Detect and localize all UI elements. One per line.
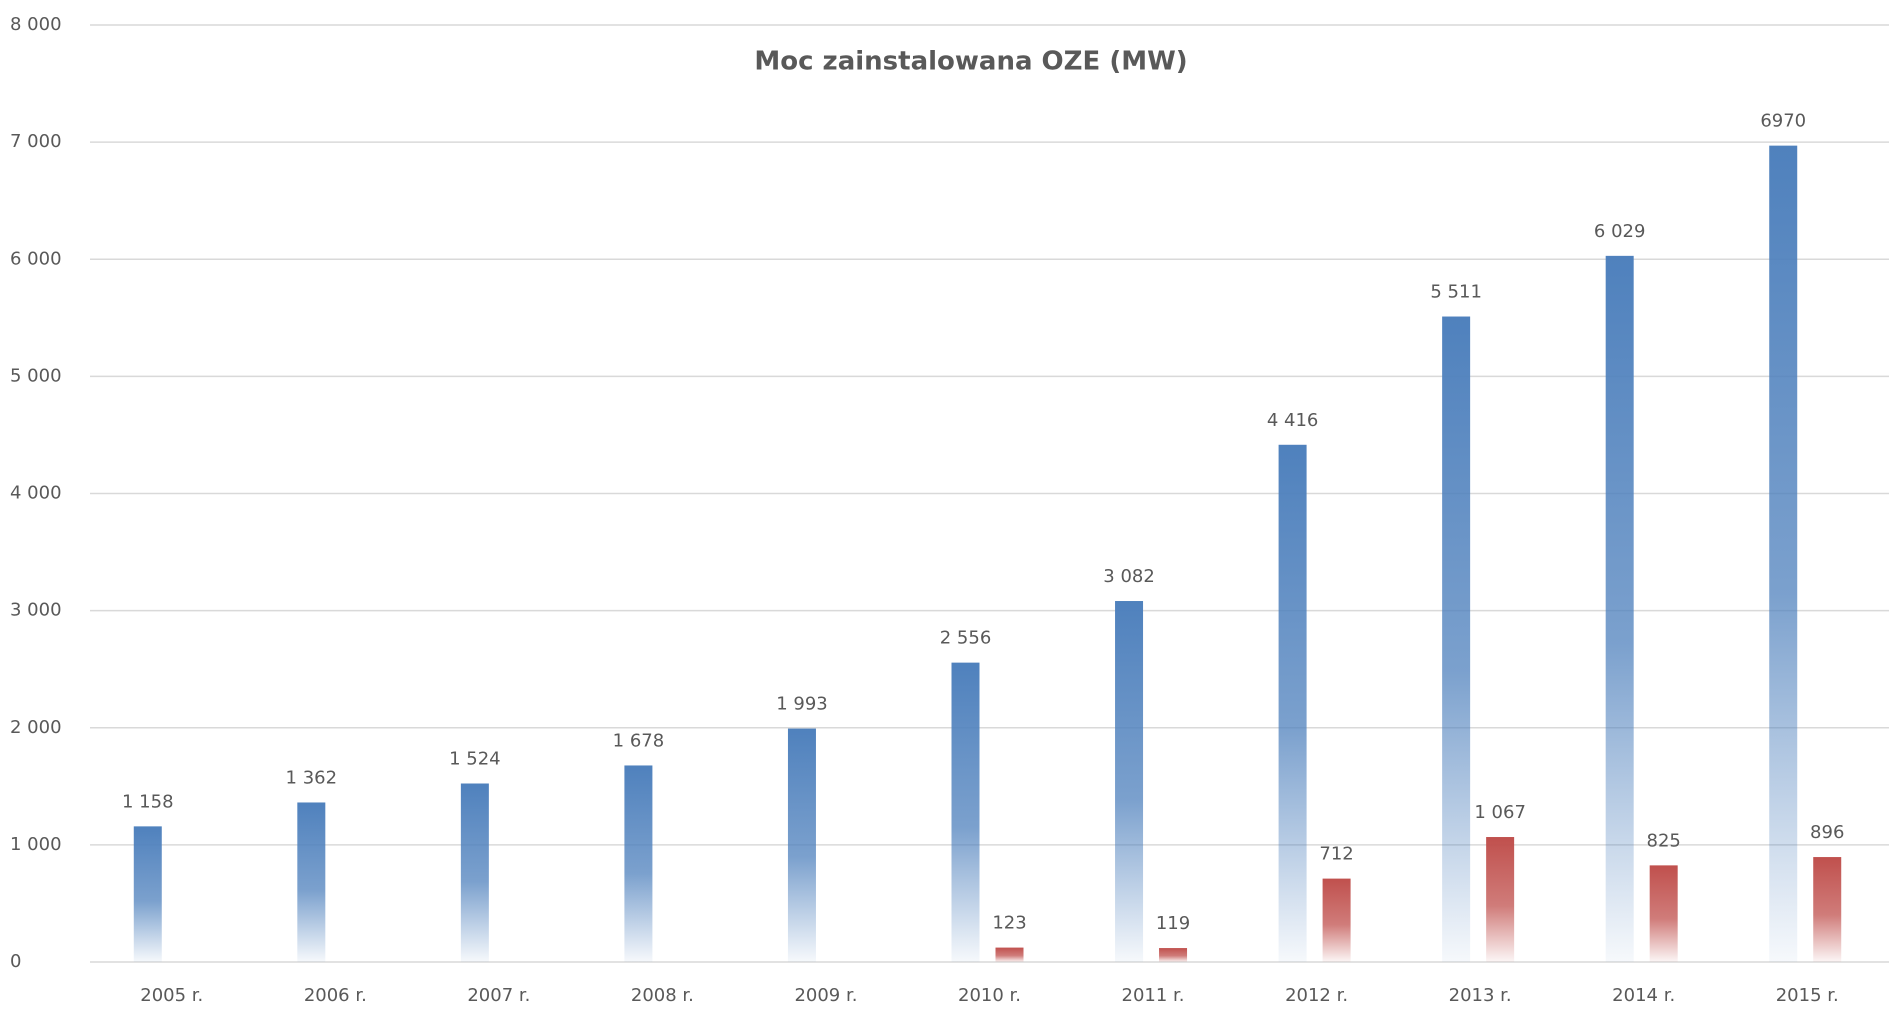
- bar: [1278, 444, 1307, 962]
- y-tick-label: 3 000: [10, 600, 62, 621]
- bar: [1605, 255, 1634, 962]
- bar: [1769, 145, 1798, 963]
- x-tick-label: 2015 r.: [1776, 985, 1839, 1006]
- y-tick-label: 4 000: [10, 483, 62, 504]
- bar: [624, 765, 653, 962]
- bar: [460, 783, 489, 962]
- data-label: 1 993: [776, 694, 828, 715]
- data-label: 1 067: [1474, 802, 1526, 823]
- data-label: 1 158: [122, 791, 174, 812]
- x-tick-label: 2008 r.: [631, 985, 694, 1006]
- bar: [297, 802, 326, 962]
- bar: [1159, 948, 1188, 962]
- data-label: 3 082: [1103, 566, 1155, 587]
- x-tick-label: 2013 r.: [1449, 985, 1512, 1006]
- data-label: 119: [1156, 913, 1190, 934]
- data-label: 825: [1647, 830, 1681, 851]
- x-tick-label: 2010 r.: [958, 985, 1021, 1006]
- x-tick-label: 2005 r.: [140, 985, 203, 1006]
- y-tick-label: 5 000: [10, 365, 62, 386]
- x-tick-label: 2014 r.: [1612, 985, 1675, 1006]
- y-tick-label: 8 000: [10, 14, 62, 35]
- x-tick-label: 2011 r.: [1122, 985, 1185, 1006]
- data-label: 2 556: [940, 628, 992, 649]
- bar: [1322, 878, 1351, 962]
- y-tick-label: 7 000: [10, 131, 62, 152]
- x-tick-label: 2006 r.: [304, 985, 367, 1006]
- data-label: 5 511: [1430, 282, 1482, 303]
- y-tick-label: 1 000: [10, 834, 62, 855]
- data-label: 1 524: [449, 749, 501, 770]
- bar: [787, 728, 816, 962]
- bar: [1813, 857, 1842, 962]
- x-tick-label: 2012 r.: [1285, 985, 1348, 1006]
- bar: [1442, 316, 1471, 962]
- data-label: 1 362: [286, 767, 338, 788]
- data-label: 896: [1810, 822, 1844, 843]
- data-label: 712: [1319, 844, 1353, 865]
- data-label: 123: [992, 913, 1026, 934]
- y-tick-label: 6 000: [10, 248, 62, 269]
- bar: [1115, 601, 1144, 962]
- data-label: 6 029: [1594, 221, 1646, 242]
- y-tick-label: 0: [10, 951, 21, 972]
- y-tick-label: 2 000: [10, 717, 62, 738]
- data-label: 1 678: [613, 730, 665, 751]
- x-tick-label: 2009 r.: [794, 985, 857, 1006]
- bar: [1486, 837, 1515, 962]
- bar: [951, 662, 980, 962]
- chart-title: Moc zainstalowana OZE (MW): [754, 47, 1187, 77]
- x-tick-label: 2007 r.: [467, 985, 530, 1006]
- data-label: 6970: [1760, 111, 1806, 132]
- bar: [1649, 865, 1678, 962]
- bar: [995, 947, 1024, 962]
- data-label: 4 416: [1267, 410, 1319, 431]
- bar: [133, 826, 162, 962]
